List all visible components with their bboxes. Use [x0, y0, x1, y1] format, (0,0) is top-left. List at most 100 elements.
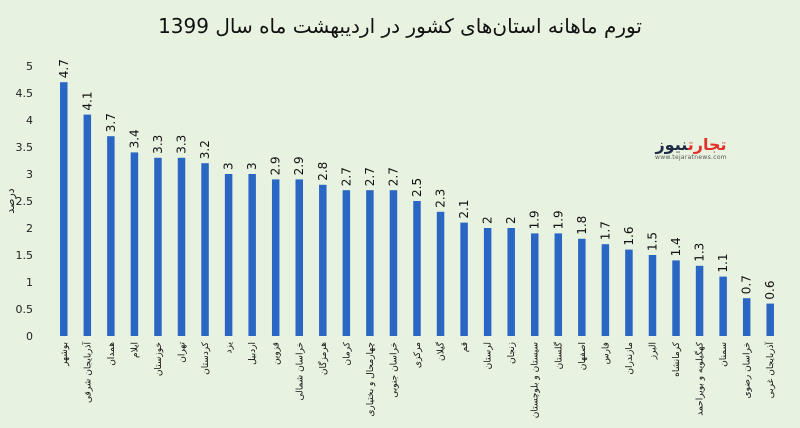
data-label: 0.7	[740, 275, 754, 294]
data-label: 3	[245, 162, 259, 170]
data-label: 2.3	[434, 189, 448, 208]
x-tick-label: کرمان	[342, 341, 352, 365]
data-label: 0.6	[763, 281, 777, 300]
y-tick-label: 1.5	[16, 249, 34, 262]
bar	[648, 255, 657, 336]
x-tick-label: ایلام	[130, 342, 140, 358]
x-tick-label: کهگیلویه و بویراحمد	[694, 341, 706, 415]
x-tick-label: تهران	[178, 342, 188, 363]
y-tick-label: 3	[26, 168, 33, 181]
data-label: 3.4	[127, 129, 141, 148]
data-label: 1.8	[575, 216, 589, 235]
data-label: 2.9	[269, 156, 283, 175]
data-label: 1.6	[622, 227, 636, 246]
y-tick-label: 2.5	[16, 195, 34, 208]
x-tick-label: مازندران	[625, 342, 635, 375]
y-tick-label: 4	[26, 114, 33, 127]
data-label: 2.8	[316, 162, 330, 181]
x-tick-label: آذربایجان غربی	[764, 342, 776, 399]
chart-title: تورم ماهانه استان‌های کشور در اردیبهشت م…	[158, 14, 642, 38]
bar	[460, 222, 468, 336]
x-tick-label: لرستان	[484, 342, 494, 369]
bar	[436, 211, 445, 336]
x-tick-label: یزد	[225, 342, 235, 354]
x-tick-label: همدان	[107, 342, 117, 366]
x-tick-label: کردستان	[201, 341, 211, 375]
data-label: 1.4	[669, 237, 683, 256]
bar	[742, 298, 751, 336]
x-tick-label: سیستان و بلوچستان	[531, 342, 541, 418]
x-tick-label: بوشهر	[60, 342, 70, 367]
x-tick-label: قزوین	[272, 342, 282, 365]
y-tick-label: 1	[26, 276, 33, 289]
data-label: 2.1	[457, 200, 471, 219]
x-tick-label: زنجان	[507, 342, 517, 364]
x-tick-label: خراسان رضوی	[743, 342, 753, 398]
x-tick-label: فارس	[601, 342, 611, 364]
data-label: 2.7	[363, 167, 377, 186]
data-label: 2	[481, 216, 495, 224]
y-tick-label: 4.5	[16, 87, 34, 100]
bar	[578, 238, 586, 336]
bar	[248, 174, 256, 336]
bar	[224, 174, 233, 336]
bar	[601, 244, 610, 336]
data-label: 3	[222, 162, 236, 170]
data-label: 3.3	[175, 135, 189, 154]
bar	[201, 163, 209, 336]
tejaratnews-logo: تجارتنیوز www.tejaratnews.com	[645, 136, 737, 166]
data-label: 3.2	[198, 140, 212, 159]
logo-main-text: نیوز	[655, 135, 688, 154]
data-label: 2	[504, 216, 518, 224]
data-label: 3.7	[104, 113, 118, 132]
y-tick-label: 0.5	[16, 303, 34, 316]
x-tick-label: خوزستان	[154, 342, 164, 376]
bar	[672, 260, 680, 336]
y-tick-label: 0	[26, 330, 33, 343]
x-tick-label: قم	[460, 342, 470, 352]
bar	[177, 157, 186, 336]
x-tick-label: چهارمحال و بختیاری	[366, 342, 376, 417]
bar	[154, 157, 162, 336]
data-label: 1.9	[528, 210, 542, 229]
x-tick-label: کرمانشاه	[672, 341, 682, 377]
bar	[483, 228, 492, 336]
bar	[366, 190, 374, 336]
bar	[130, 152, 139, 336]
x-tick-label: هرمزگان	[317, 342, 329, 375]
x-tick-label: آذربایجان شرقی	[81, 342, 93, 403]
y-tick-label: 5	[26, 60, 33, 73]
bar	[60, 82, 68, 336]
bar	[342, 190, 351, 336]
bar	[295, 179, 304, 336]
bar	[107, 136, 115, 336]
x-tick-label: اصفهان	[578, 342, 588, 370]
x-tick-label: اردبیل	[248, 342, 258, 365]
x-tick-label: گلستان	[552, 341, 564, 369]
bar	[83, 114, 92, 336]
bar	[766, 303, 774, 336]
bar	[319, 184, 327, 336]
x-tick-label: خراسان شمالی	[295, 342, 305, 401]
y-axis-title: درصد	[4, 188, 17, 213]
logo-text: تجارتنیوز	[645, 136, 737, 154]
data-label: 1.1	[716, 254, 730, 273]
bar	[389, 190, 398, 336]
bar	[554, 233, 563, 336]
logo-accent-text: تجارت	[687, 135, 727, 154]
data-label: 1.3	[693, 243, 707, 262]
bar	[271, 179, 280, 336]
bar	[507, 228, 515, 336]
logo-url: www.tejaratnews.com	[655, 154, 727, 161]
data-label: 2.7	[386, 167, 400, 186]
bar	[413, 201, 421, 336]
data-label: 2.9	[292, 156, 306, 175]
bar	[695, 265, 704, 336]
x-tick-label: گیلان	[435, 341, 447, 361]
data-label: 4.7	[57, 59, 71, 78]
x-tick-label: خراسان جنوبی	[389, 342, 399, 398]
y-tick-label: 3.5	[16, 141, 34, 154]
x-tick-label: سمنان	[719, 342, 729, 367]
